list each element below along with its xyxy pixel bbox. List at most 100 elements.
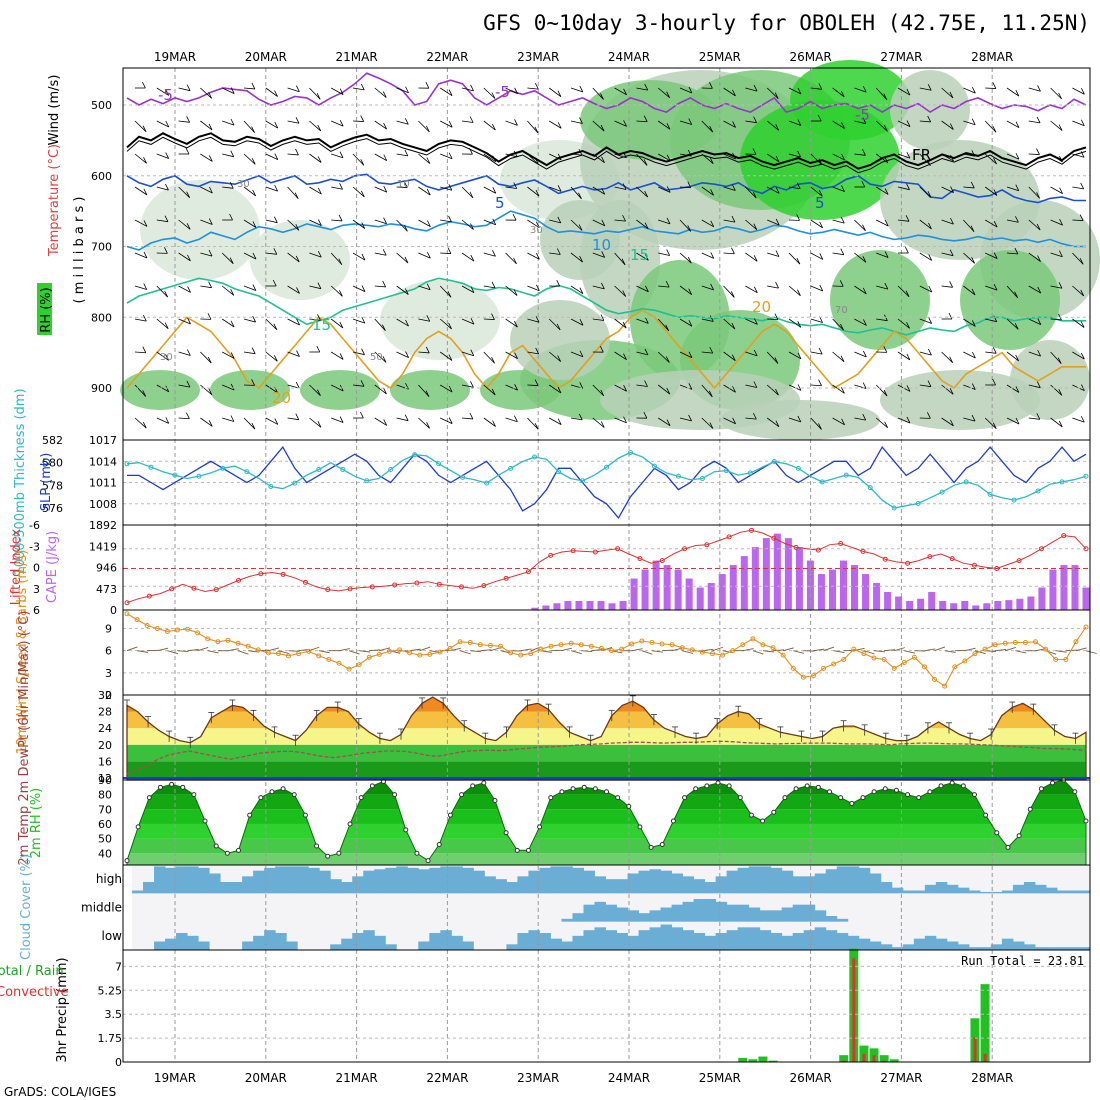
wind-speed-marker (659, 641, 665, 647)
cloud-cover-cell (737, 927, 750, 950)
cloud-cover-cell (693, 933, 706, 950)
wind-speed-marker (356, 662, 362, 668)
cloud-cover-cell (594, 876, 606, 894)
wind-barb (883, 389, 888, 397)
wind-barb (556, 248, 561, 255)
wind-barb (854, 120, 867, 125)
rh-marker (459, 792, 465, 798)
wind-barb (200, 153, 213, 162)
wind-barb (810, 87, 822, 90)
wind-barb (274, 90, 278, 97)
wind-speed-marker (609, 648, 615, 654)
wind-barb (317, 421, 322, 428)
thickness-marker (1083, 473, 1089, 479)
wind-barb (884, 219, 889, 227)
rh-marker (314, 843, 320, 849)
wind-barb (984, 153, 997, 165)
wind-barb (557, 185, 562, 192)
wind-barb (1050, 219, 1063, 226)
wind-barb-10m (288, 650, 300, 652)
wind-barb (513, 257, 517, 265)
wind-barb (971, 414, 976, 422)
wind-barb (222, 120, 235, 126)
wind-barb (687, 256, 692, 264)
pressure-tick-label: 500 (91, 99, 112, 112)
rh-marker (202, 818, 208, 824)
cloud-cover-cell (572, 913, 584, 922)
wind-barb (265, 417, 278, 425)
wind-barb (352, 186, 365, 198)
rh-marker (302, 812, 308, 818)
wind-barb (970, 225, 975, 232)
wind-barb (832, 318, 844, 331)
wind-barb (492, 155, 497, 162)
wind-barb (599, 346, 604, 353)
cape-bar (718, 574, 726, 610)
cloud-cover-cell (594, 927, 606, 950)
contour-label: -5 (495, 83, 510, 101)
wind-barb (352, 252, 366, 261)
wind-barb-10m (126, 646, 138, 652)
wind-barb (374, 153, 387, 161)
wind-barb (876, 285, 888, 290)
wind-barb (745, 186, 757, 199)
rh-marker (893, 787, 899, 793)
slp-tick-label: 1017 (89, 434, 117, 447)
wind-barb (636, 351, 649, 356)
wind-barb (295, 148, 299, 156)
lifted-index-marker (258, 571, 264, 577)
slp-tick-label: 1008 (89, 498, 117, 511)
wind-barb-10m (1015, 650, 1027, 654)
wind-barb (622, 214, 626, 222)
wind-barb (418, 285, 431, 291)
wind-barb (330, 318, 344, 329)
thickness-marker (1035, 488, 1041, 494)
wind-barb (243, 318, 256, 323)
wind-barb (723, 252, 735, 255)
wind-barb (578, 192, 582, 199)
rh-marker (949, 780, 955, 786)
cloud-cover-cell (858, 867, 871, 894)
wind-barb (418, 120, 430, 133)
wind-barb (1050, 351, 1062, 364)
rh-marker (135, 824, 141, 830)
wind-barb (142, 81, 146, 89)
cloud-cover-cell (583, 904, 595, 922)
wind-barb (971, 118, 976, 125)
wind-barb (440, 219, 452, 223)
lifted-index-marker (124, 600, 130, 606)
wind-barb (623, 385, 627, 392)
cloud-cover-cell (748, 927, 761, 950)
wind-barb (723, 219, 736, 223)
wind-barb (636, 285, 649, 293)
wind-barb-10m (137, 650, 149, 653)
lifted-index-marker (236, 577, 242, 583)
wind-barb (745, 219, 758, 231)
cloud-cover-cell (297, 866, 309, 894)
cloud-cover-cell (869, 941, 882, 950)
wind-barb (1059, 187, 1063, 194)
wind-barb (840, 248, 845, 255)
lifted-index-marker (548, 552, 554, 558)
wind-barb (657, 120, 671, 130)
wind-speed-marker (619, 646, 625, 652)
wind-barb (941, 351, 953, 363)
wind-barb (774, 357, 779, 364)
date-label-top: 20MAR (245, 50, 287, 64)
wind-barb (134, 351, 146, 354)
cape-bar (950, 603, 958, 610)
cloud-cover-cell (1045, 887, 1058, 894)
cape-bar (828, 569, 836, 610)
wind-barb (600, 124, 605, 132)
wind-barb (1028, 186, 1040, 199)
wind-barb-10m (409, 648, 421, 652)
wind-barb (185, 147, 190, 155)
wind-barb (949, 356, 954, 363)
wind-barb (527, 417, 539, 430)
cloud-cover-cell (165, 867, 177, 894)
thickness-marker (340, 466, 346, 472)
wind-barb (405, 319, 409, 327)
cloud-cover-cell (770, 867, 783, 894)
cape-bar (862, 574, 870, 610)
wind-barb (971, 383, 976, 390)
